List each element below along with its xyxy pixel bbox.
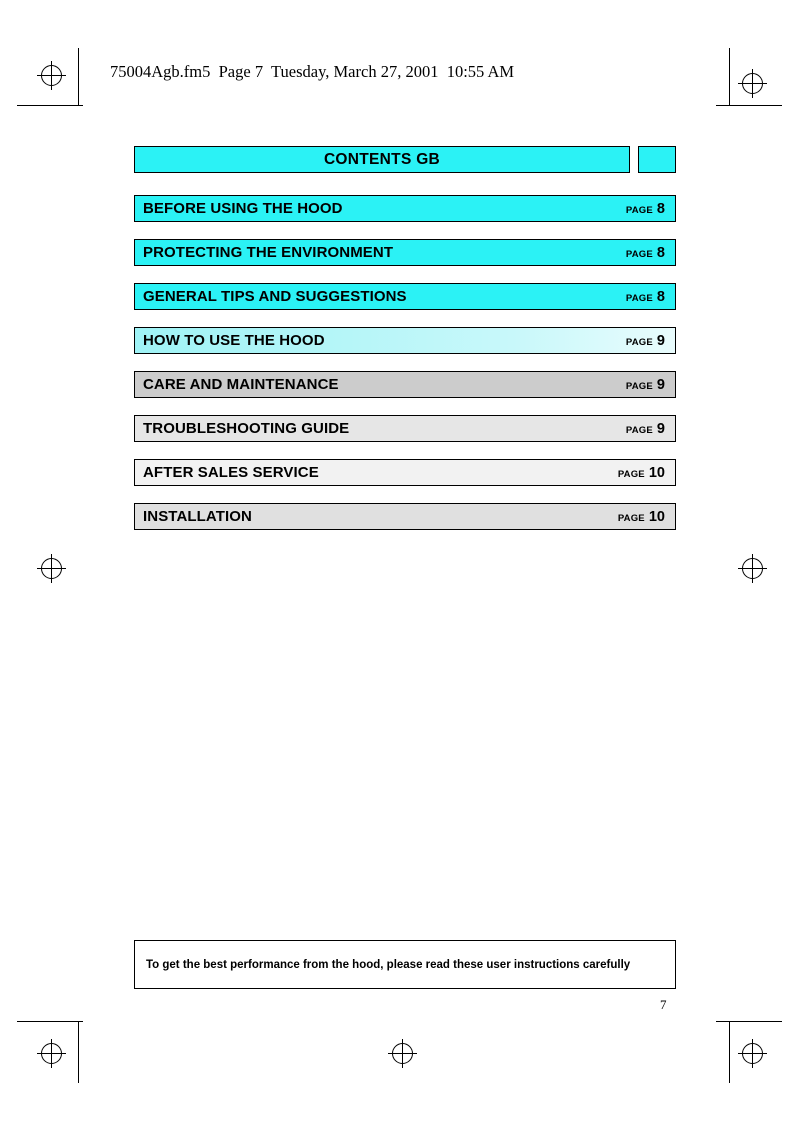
contents-title-row: CONTENTS GB xyxy=(134,146,676,173)
toc-page-number: 9 xyxy=(656,376,665,393)
toc-page-number: 10 xyxy=(648,508,665,525)
toc-page-word: PAGE xyxy=(617,468,645,480)
document-header: 75004Agb.fm5 Page 7 Tuesday, March 27, 2… xyxy=(110,62,515,81)
instructions-note-text: To get the best performance from the hoo… xyxy=(146,958,631,971)
toc-page-word: PAGE xyxy=(617,512,645,524)
toc-entry-care-and-maintenance[interactable]: CARE AND MAINTENANCE PAGE 9 xyxy=(134,371,676,398)
toc-page: PAGE 9 xyxy=(626,377,665,393)
registration-mark-bottom-right xyxy=(738,1039,767,1068)
trim-line-right-vertical xyxy=(729,48,730,106)
toc-page-number: 8 xyxy=(656,200,665,217)
trim-line-top-right-horizontal xyxy=(716,105,782,106)
toc-page-word: PAGE xyxy=(625,248,653,260)
toc-page-word: PAGE xyxy=(625,380,653,392)
registration-mark-top-right xyxy=(738,69,767,98)
trim-line-top-left-horizontal xyxy=(17,105,83,106)
toc-page-number: 8 xyxy=(656,288,665,305)
registration-mark-mid-left xyxy=(37,554,66,583)
registration-mark-top-left xyxy=(37,61,66,90)
toc-entry-troubleshooting-guide[interactable]: TROUBLESHOOTING GUIDE PAGE 9 xyxy=(134,415,676,442)
toc-entry-installation[interactable]: INSTALLATION PAGE 10 xyxy=(134,503,676,530)
toc-page-word: PAGE xyxy=(625,424,653,436)
toc-page: PAGE 10 xyxy=(618,509,665,525)
toc-page: PAGE 8 xyxy=(626,289,665,305)
toc-label: BEFORE USING THE HOOD xyxy=(143,200,343,217)
registration-mark-bottom-left xyxy=(37,1039,66,1068)
trim-line-bottom-right-horizontal xyxy=(716,1021,782,1022)
toc-label: HOW TO USE THE HOOD xyxy=(143,332,325,349)
toc-page: PAGE 8 xyxy=(626,245,665,261)
toc-label: PROTECTING THE ENVIRONMENT xyxy=(143,244,394,261)
toc-page-number: 10 xyxy=(648,464,665,481)
toc-label: CARE AND MAINTENANCE xyxy=(143,376,339,393)
toc-label: GENERAL TIPS AND SUGGESTIONS xyxy=(143,288,407,305)
toc-page: PAGE 10 xyxy=(618,465,665,481)
trim-line-left-vertical-bottom xyxy=(78,1021,79,1083)
toc-page-number: 9 xyxy=(656,332,665,349)
toc-entry-before-using-the-hood[interactable]: BEFORE USING THE HOOD PAGE 8 xyxy=(134,195,676,222)
contents-title: CONTENTS GB xyxy=(323,150,441,168)
toc-page: PAGE 8 xyxy=(626,201,665,217)
trim-line-left-vertical xyxy=(78,48,79,106)
toc-label: TROUBLESHOOTING GUIDE xyxy=(143,420,350,437)
toc-label: INSTALLATION xyxy=(143,508,252,525)
toc-entry-protecting-the-environment[interactable]: PROTECTING THE ENVIRONMENT PAGE 8 xyxy=(134,239,676,266)
contents-title-stub xyxy=(638,146,676,173)
registration-mark-mid-right xyxy=(738,554,767,583)
trim-line-right-vertical-bottom xyxy=(729,1021,730,1083)
toc-label: AFTER SALES SERVICE xyxy=(143,464,319,481)
instructions-note-box: To get the best performance from the hoo… xyxy=(134,940,676,989)
toc-entry-general-tips-and-suggestions[interactable]: GENERAL TIPS AND SUGGESTIONS PAGE 8 xyxy=(134,283,676,310)
toc-entry-how-to-use-the-hood[interactable]: HOW TO USE THE HOOD PAGE 9 xyxy=(134,327,676,354)
toc-page: PAGE 9 xyxy=(626,421,665,437)
contents-section: CONTENTS GB BEFORE USING THE HOOD PAGE 8… xyxy=(134,146,676,547)
toc-entry-after-sales-service[interactable]: AFTER SALES SERVICE PAGE 10 xyxy=(134,459,676,486)
registration-mark-bottom-center xyxy=(388,1039,417,1068)
toc-page-number: 9 xyxy=(656,420,665,437)
toc-page-word: PAGE xyxy=(625,204,653,216)
toc-page-word: PAGE xyxy=(625,292,653,304)
page-number: 7 xyxy=(660,997,667,1012)
toc-page: PAGE 9 xyxy=(626,333,665,349)
trim-line-bottom-left-horizontal xyxy=(17,1021,83,1022)
toc-page-number: 8 xyxy=(656,244,665,261)
toc-page-word: PAGE xyxy=(625,336,653,348)
contents-title-bar: CONTENTS GB xyxy=(134,146,630,173)
